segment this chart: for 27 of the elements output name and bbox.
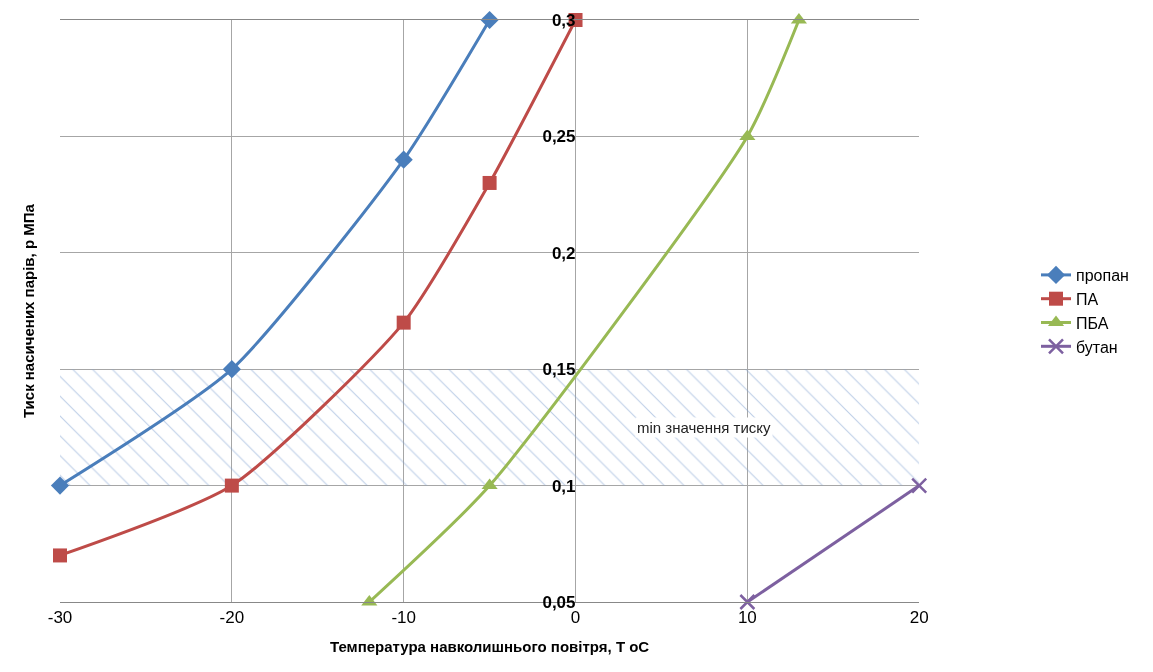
y-tick-label: 0,3 <box>551 10 576 30</box>
legend-label: пропан <box>1076 267 1129 285</box>
point <box>50 476 70 495</box>
y-tick-label: 0,25 <box>542 127 576 147</box>
point <box>222 360 241 379</box>
point <box>481 478 498 490</box>
point <box>224 478 239 493</box>
x-tick-label: -20 <box>219 608 245 628</box>
point <box>910 477 928 494</box>
point <box>396 315 411 330</box>
legend-label: бутан <box>1076 338 1118 356</box>
x-axis-title: Температура навколишнього повітря, Т оС <box>329 638 650 656</box>
legend-label: ПБА <box>1076 314 1109 332</box>
y-tick-label: 0,1 <box>551 476 576 496</box>
band-label: min значення тиску <box>637 419 772 436</box>
x-tick-label: 10 <box>737 608 757 628</box>
point <box>394 150 413 169</box>
legend-label: ПА <box>1076 290 1099 308</box>
point <box>739 593 756 611</box>
point <box>482 175 497 190</box>
y-tick-label: 0,15 <box>542 360 576 380</box>
x-tick-label: -10 <box>391 608 416 628</box>
y-axis-title: Тиск насичених парів, р МПа <box>20 203 38 419</box>
y-tick-label: 0,2 <box>551 243 576 263</box>
x-tick-label: 20 <box>909 608 929 628</box>
point <box>53 548 67 563</box>
x-tick-label: -30 <box>47 608 73 628</box>
